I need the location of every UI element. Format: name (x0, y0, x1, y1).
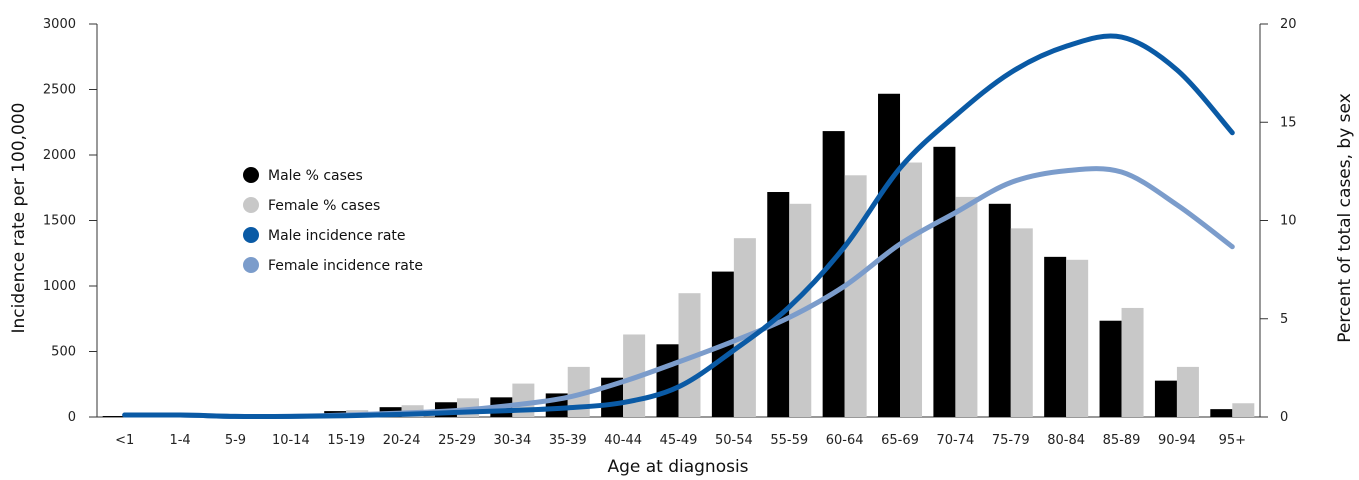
right-y-tick-label: 20 (1280, 17, 1297, 32)
male-percent-bar (1044, 256, 1067, 417)
x-tick-label: 75-79 (992, 433, 1030, 448)
bar-layer (102, 93, 1255, 417)
female-percent-bar (844, 175, 867, 417)
male-percent-bar (656, 344, 679, 417)
male-percent-bar (1154, 380, 1177, 417)
left-y-tick-label: 2500 (43, 83, 76, 98)
male-percent-bar (767, 192, 790, 417)
left-y-tick-label: 1000 (43, 279, 76, 294)
x-axis-title: Age at diagnosis (607, 457, 748, 477)
x-tick-label: 95+ (1219, 433, 1246, 448)
legend-label: Female % cases (268, 198, 380, 214)
right-y-tick-label: 0 (1280, 410, 1288, 425)
x-tick-label: 50-54 (715, 433, 753, 448)
x-tick-label: 70-74 (937, 433, 975, 448)
x-tick-label: 1-4 (169, 433, 190, 448)
x-tick-label: 65-69 (881, 433, 919, 448)
right-y-tick-label: 15 (1280, 115, 1297, 130)
male-percent-bar (1210, 409, 1233, 417)
male-percent-bar (1099, 320, 1122, 417)
female-percent-bar (1176, 366, 1199, 417)
left-y-tick-label: 0 (68, 410, 76, 425)
line-layer (122, 33, 1235, 420)
x-tick-label: 55-59 (770, 433, 808, 448)
x-tick-label: 20-24 (383, 433, 421, 448)
male-percent-bar (822, 131, 845, 417)
female-percent-bar (1232, 403, 1255, 417)
x-tick-label: 85-89 (1103, 433, 1141, 448)
female-percent-bar (1066, 259, 1089, 417)
x-tick-label: 10-14 (272, 433, 310, 448)
x-tick-label: 60-64 (826, 433, 864, 448)
female-percent-bar (733, 238, 756, 417)
x-tick-label: 45-49 (660, 433, 698, 448)
x-tick-label: 80-84 (1047, 433, 1085, 448)
x-tick-label: <1 (115, 433, 134, 448)
male-percent-bar (102, 416, 125, 417)
x-tick-label: 40-44 (604, 433, 642, 448)
legend-marker (243, 227, 259, 243)
x-tick-label: 5-9 (225, 433, 246, 448)
x-tick-label: 30-34 (493, 433, 531, 448)
male-percent-bar (988, 203, 1011, 417)
left-y-tick-label: 500 (51, 345, 76, 360)
right-y-axis-title: Percent of total cases, by sex (1335, 93, 1355, 343)
male-incidence-line (122, 33, 1235, 419)
legend-marker (243, 167, 259, 183)
legend-marker (243, 197, 259, 213)
legend-label: Male % cases (268, 168, 363, 184)
left-y-tick-label: 2000 (43, 148, 76, 163)
right-y-tick-label: 10 (1280, 214, 1297, 229)
legend: Male % cases Female % cases Male incidence… (243, 167, 423, 274)
left-y-tick-label: 3000 (43, 17, 76, 32)
male-percent-bar (933, 146, 956, 417)
x-tick-label: 25-29 (438, 433, 476, 448)
legend-label: Male incidence rate (268, 228, 406, 244)
x-tick-label: 90-94 (1158, 433, 1196, 448)
female-percent-bar (1121, 307, 1144, 417)
left-y-axis-title: Incidence rate per 100,000 (9, 103, 29, 334)
legend-label: Female incidence rate (268, 258, 423, 274)
female-percent-bar (900, 162, 923, 417)
left-y-tick-label: 1500 (43, 214, 76, 229)
x-tick-label: 15-19 (327, 433, 365, 448)
female-percent-bar (955, 196, 978, 417)
female-percent-bar (1010, 228, 1033, 417)
x-tick-label: 35-39 (549, 433, 587, 448)
legend-marker (243, 257, 259, 273)
right-y-tick-label: 5 (1280, 312, 1288, 327)
